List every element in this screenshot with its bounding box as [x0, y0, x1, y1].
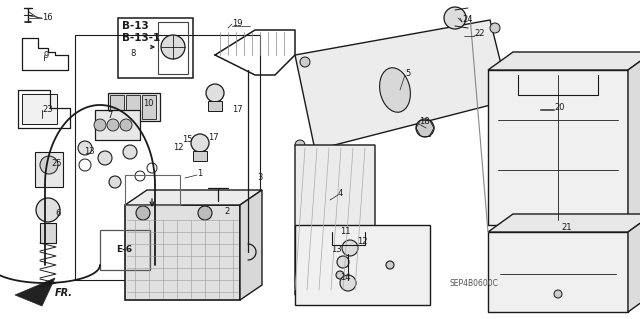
Circle shape	[206, 84, 224, 102]
Circle shape	[123, 145, 137, 159]
Text: 13: 13	[84, 147, 95, 157]
Circle shape	[498, 95, 508, 105]
Circle shape	[98, 151, 112, 165]
Bar	[488, 70, 628, 225]
Circle shape	[295, 140, 305, 150]
Polygon shape	[628, 52, 640, 225]
Text: 5: 5	[405, 69, 410, 78]
Text: 6: 6	[55, 209, 60, 218]
Circle shape	[78, 141, 92, 155]
Text: 12: 12	[173, 144, 184, 152]
Polygon shape	[628, 214, 640, 312]
Circle shape	[416, 119, 434, 137]
Polygon shape	[295, 225, 430, 305]
Text: 13: 13	[331, 244, 342, 254]
Text: 24: 24	[462, 16, 472, 25]
Text: FR.: FR.	[55, 288, 73, 298]
Bar	[125, 205, 240, 300]
Text: 20: 20	[554, 102, 564, 112]
Text: 8: 8	[130, 49, 136, 58]
Circle shape	[337, 256, 349, 268]
Polygon shape	[295, 145, 375, 295]
Text: 17: 17	[208, 133, 219, 143]
Bar	[142, 95, 156, 119]
Circle shape	[490, 23, 500, 33]
Circle shape	[40, 156, 58, 174]
Circle shape	[109, 176, 121, 188]
Polygon shape	[240, 190, 262, 300]
Text: E-6: E-6	[116, 244, 132, 254]
Circle shape	[94, 119, 106, 131]
Circle shape	[107, 119, 119, 131]
Text: 19: 19	[232, 19, 243, 28]
Bar	[95, 110, 140, 140]
Circle shape	[342, 240, 358, 256]
Circle shape	[386, 261, 394, 269]
Text: 9: 9	[44, 50, 49, 60]
Text: 1: 1	[197, 168, 202, 177]
Circle shape	[340, 275, 356, 291]
Circle shape	[554, 290, 562, 298]
Circle shape	[136, 206, 150, 220]
Polygon shape	[488, 214, 640, 232]
Text: 15: 15	[182, 136, 193, 145]
Bar	[126, 95, 140, 119]
Text: 7: 7	[107, 112, 113, 121]
Circle shape	[36, 198, 60, 222]
Bar	[75, 35, 260, 280]
Text: B-13: B-13	[122, 21, 148, 31]
Text: 10: 10	[143, 100, 154, 108]
Ellipse shape	[380, 68, 410, 112]
Bar	[108, 93, 160, 121]
Circle shape	[198, 206, 212, 220]
Polygon shape	[125, 190, 262, 205]
Text: 23: 23	[42, 106, 52, 115]
Text: 4: 4	[338, 189, 343, 197]
Polygon shape	[15, 278, 55, 306]
Text: 14: 14	[340, 273, 351, 283]
Bar	[158, 22, 188, 74]
Circle shape	[120, 119, 132, 131]
Circle shape	[444, 7, 466, 29]
Text: 11: 11	[340, 226, 351, 235]
Text: 18: 18	[419, 117, 429, 127]
Text: 17: 17	[232, 106, 243, 115]
Bar	[488, 232, 628, 312]
Bar	[40, 223, 56, 243]
Bar	[100, 230, 150, 270]
Bar	[118, 18, 193, 78]
Text: 22: 22	[474, 29, 484, 39]
Text: 16: 16	[42, 13, 52, 23]
Bar	[35, 152, 63, 187]
Circle shape	[300, 57, 310, 67]
Circle shape	[191, 134, 209, 152]
Circle shape	[161, 35, 185, 59]
Text: 25: 25	[51, 159, 61, 167]
Bar	[208, 101, 222, 111]
Circle shape	[204, 201, 232, 229]
Text: 3: 3	[257, 174, 262, 182]
Polygon shape	[488, 52, 640, 70]
Text: 21: 21	[561, 224, 572, 233]
Bar	[22, 94, 57, 124]
Bar	[110, 95, 124, 119]
Polygon shape	[295, 20, 510, 150]
Text: B-13-1: B-13-1	[122, 33, 160, 43]
Circle shape	[336, 271, 344, 279]
Bar	[125, 175, 180, 205]
Text: 12: 12	[357, 236, 367, 246]
Text: 2: 2	[224, 206, 229, 216]
Text: SEP4B0600C: SEP4B0600C	[450, 279, 499, 288]
Bar	[193, 151, 207, 161]
